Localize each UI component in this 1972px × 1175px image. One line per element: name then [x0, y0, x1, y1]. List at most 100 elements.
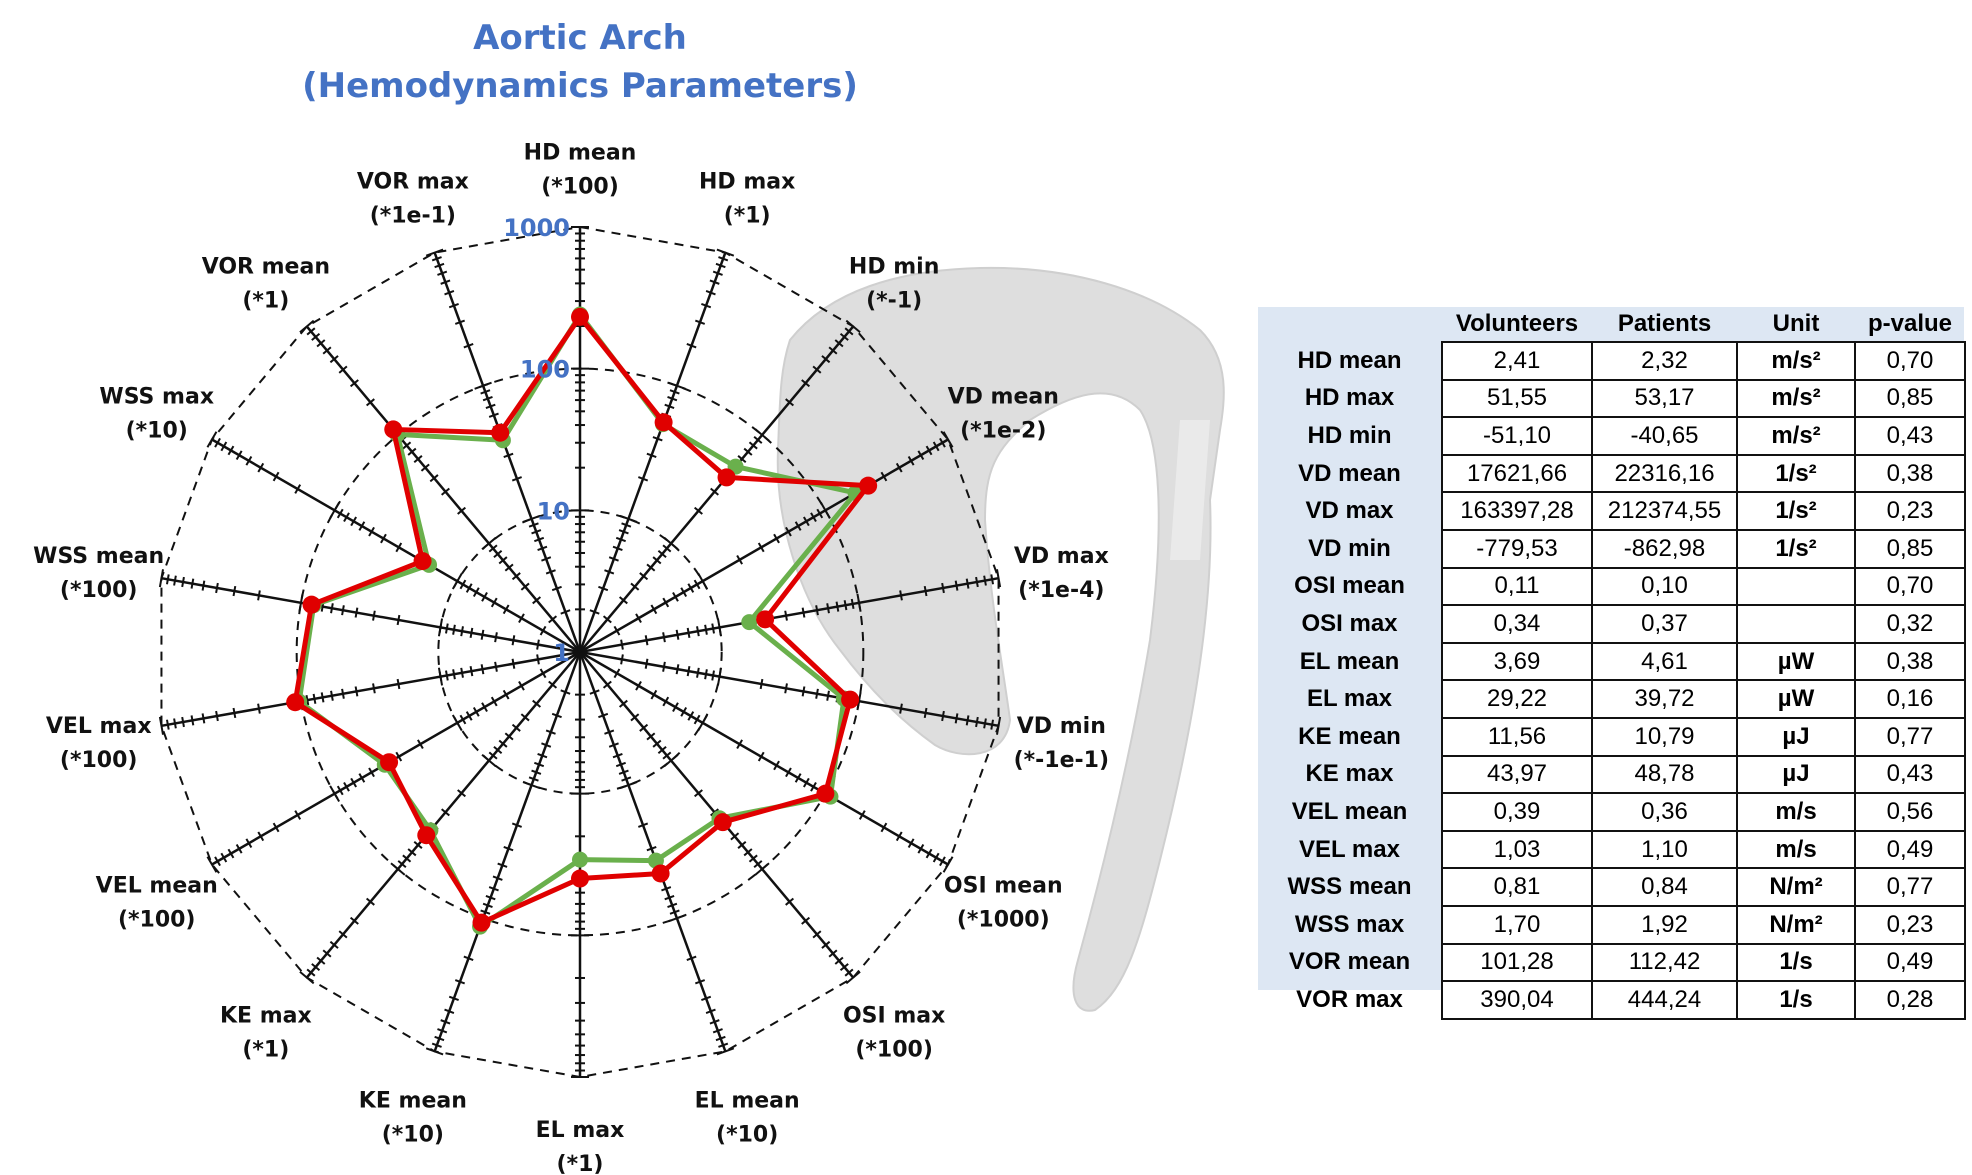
axis-tick — [272, 822, 280, 833]
axis-tick — [463, 955, 474, 961]
axis-tick — [534, 536, 545, 543]
axis-tick — [619, 781, 638, 790]
axis-tick — [298, 593, 304, 612]
table-cell: 0,23 — [1854, 904, 1966, 945]
axis-tick — [608, 556, 619, 562]
axis-line — [579, 576, 999, 654]
axis-tick — [235, 450, 243, 461]
axis-tick — [917, 450, 925, 461]
axis-tick — [635, 680, 642, 691]
axis-tick — [697, 714, 709, 732]
axis-tick — [757, 751, 765, 762]
axis-tick — [803, 777, 810, 788]
axis-tick — [503, 845, 514, 852]
axis-tick — [650, 604, 658, 615]
axis-tick — [923, 585, 928, 597]
axis-tick — [801, 686, 806, 697]
axis-factor: (*-1) — [866, 289, 922, 314]
axis-tick — [675, 664, 680, 675]
row-label: EL max — [1307, 685, 1392, 713]
axis-tick — [329, 355, 339, 364]
axis-tick — [694, 789, 703, 798]
axis-tick — [474, 381, 492, 390]
axis-tick — [753, 860, 763, 869]
axis-tick — [452, 624, 456, 635]
axis-tick — [939, 856, 946, 867]
axis-tick — [431, 256, 442, 262]
axis-tick — [330, 690, 334, 701]
table-cell: m/s² — [1736, 341, 1856, 381]
ring-label: 1000 — [503, 214, 570, 242]
table-cell: 0,70 — [1854, 341, 1966, 381]
table-cell: 10,79 — [1591, 716, 1738, 757]
table-cell: 48,78 — [1591, 754, 1738, 795]
axis-tick — [925, 445, 933, 456]
axis-tick — [343, 781, 350, 792]
axis-line — [579, 325, 855, 653]
table-row: OSI max 0,34 0,37 0,32 — [1258, 604, 1966, 644]
axis-tick — [481, 753, 497, 768]
axis-tick — [329, 502, 340, 519]
axis-tick — [480, 629, 485, 640]
axis-tick — [619, 514, 638, 523]
axis-line — [579, 438, 949, 654]
table-cell: 0,16 — [1854, 679, 1966, 719]
axis-tick — [662, 597, 670, 608]
axis-tick — [490, 597, 498, 608]
data-point — [859, 476, 878, 495]
row-label: WSS max — [1294, 910, 1405, 938]
axis-tick — [686, 666, 691, 677]
axis-tick — [358, 773, 366, 783]
axis-tick — [511, 658, 516, 669]
axis-tick — [828, 949, 838, 958]
axis-line — [578, 252, 727, 653]
axis-tick — [716, 248, 735, 257]
axis-tick — [488, 886, 499, 892]
axis-tick — [502, 604, 510, 615]
axis-tick — [662, 696, 670, 707]
axis-tick — [701, 302, 712, 309]
axis-tick — [311, 963, 321, 972]
axis-tick — [618, 596, 628, 605]
table-cell: 3,69 — [1441, 641, 1593, 682]
axis-tick — [710, 487, 719, 496]
table-cell: 0,23 — [1854, 491, 1966, 531]
axis-tick — [511, 723, 521, 732]
axis-tick — [784, 610, 788, 621]
axis-tick — [785, 398, 795, 407]
axis-tick — [694, 506, 703, 515]
axis-factor: (*1) — [557, 1152, 604, 1175]
axis-label: KE max (*1) — [220, 1003, 312, 1062]
table-cell: -779,53 — [1441, 528, 1593, 569]
row-label: VEL max — [1299, 835, 1400, 863]
axis-tick — [368, 526, 375, 537]
axis-tick — [322, 346, 332, 355]
table-cell: 22316,16 — [1591, 453, 1738, 494]
axis-tick — [812, 930, 822, 939]
table-cell: 101,28 — [1441, 942, 1593, 983]
axis-tick — [518, 680, 525, 691]
table-cell: 0,32 — [1854, 604, 1966, 644]
axis-tick — [844, 968, 854, 977]
axis-tick — [785, 526, 792, 537]
table-cell: 0,85 — [1854, 378, 1966, 419]
table-cell: 0,49 — [1854, 942, 1966, 983]
axis-tick — [675, 629, 680, 640]
axis-tick — [441, 487, 450, 496]
axis-tick — [621, 522, 632, 528]
axis-tick — [983, 575, 987, 586]
axis-tick — [843, 600, 848, 611]
axis-tick — [165, 719, 170, 730]
data-point — [286, 693, 305, 712]
axis-tick — [440, 279, 451, 285]
axis-tick — [709, 1019, 720, 1025]
axis-label: WSS mean (*100) — [33, 544, 164, 603]
column-header — [1258, 307, 1442, 342]
axis-tick — [637, 476, 649, 482]
table-cell: -40,65 — [1591, 416, 1738, 456]
data-point — [713, 813, 732, 832]
table-cell: 1/s² — [1736, 453, 1856, 494]
axis-tick — [511, 572, 521, 581]
axis-tick — [350, 777, 357, 788]
axis-tick — [397, 860, 407, 869]
